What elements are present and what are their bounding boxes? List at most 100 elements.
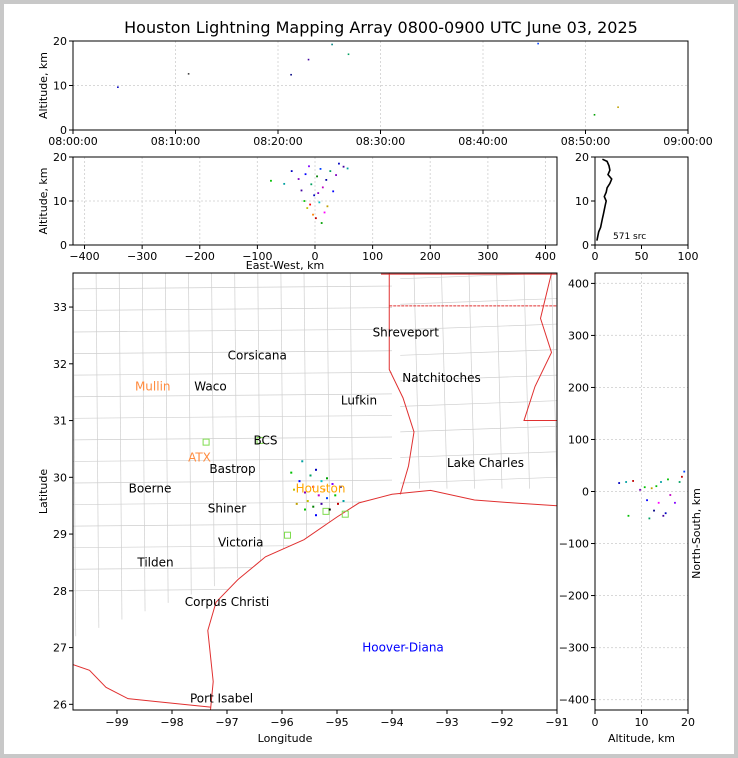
parish-line — [413, 273, 420, 489]
ew-panel-point — [325, 179, 328, 181]
ns-panel-point — [683, 470, 686, 473]
county-line — [73, 285, 393, 290]
map-lightning-point — [304, 491, 306, 494]
map-lightning-point — [342, 500, 345, 503]
time-panel-point — [117, 86, 119, 88]
map-layer — [73, 273, 557, 710]
parish-line — [400, 323, 557, 331]
parish-line — [400, 374, 557, 382]
map-frame — [72, 272, 558, 711]
ns-panel-point — [667, 478, 669, 481]
map-y-tick-label: 33 — [53, 301, 67, 314]
ns-panel-point — [655, 485, 658, 488]
ew-panel-point — [320, 222, 323, 224]
city-label: Victoria — [218, 536, 264, 550]
city-label: Tilden — [136, 555, 173, 569]
ew-x-tick-label: 100 — [362, 250, 383, 263]
rio-grande — [73, 664, 211, 708]
time-panel-point — [593, 113, 596, 116]
map-lightning-point — [312, 505, 315, 508]
ns-panel-point — [674, 501, 676, 504]
ns-panel-point — [662, 514, 665, 517]
ew-panel-point — [346, 167, 349, 170]
ns-panel-point — [643, 486, 646, 489]
ew-panel-point — [309, 203, 312, 206]
city-label: Houston — [296, 482, 346, 496]
lma-station-marker — [322, 507, 330, 515]
map-y-axis-label: Latitude — [37, 469, 50, 515]
ew-panel-point — [290, 170, 293, 172]
ew-panel-point — [303, 200, 306, 202]
map-y-tick-label: 32 — [53, 358, 67, 371]
time-panel-point — [331, 43, 333, 46]
parish-line — [400, 349, 557, 356]
ew-panel-point — [315, 217, 317, 220]
map-lightning-point — [320, 502, 323, 505]
gulf-of-mexico — [73, 490, 557, 710]
county-line — [73, 328, 393, 333]
county-line — [326, 273, 331, 545]
map-lightning-point — [320, 480, 323, 483]
time-x-tick-label: 08:20:00 — [253, 135, 302, 148]
map-lightning-point — [328, 508, 331, 511]
map-lightning-point — [306, 500, 309, 503]
map-lightning-point — [326, 497, 328, 500]
map-lightning-point — [290, 471, 293, 474]
ns-panel-point — [632, 480, 634, 482]
ew-panel-point — [326, 205, 329, 208]
time-panel-point — [617, 106, 619, 109]
ew-panel-point — [304, 173, 307, 176]
map-lightning-point — [331, 482, 334, 485]
ew-x-tick-label: 300 — [477, 250, 498, 263]
ew-panel-point — [312, 213, 314, 216]
ns-panel-point — [648, 517, 651, 520]
lma-station-marker — [256, 436, 264, 444]
ew-panel-point — [338, 162, 340, 165]
county-line — [257, 273, 261, 570]
map-y-tick-label: 29 — [53, 528, 67, 541]
map-x-tick-label: −95 — [325, 716, 348, 729]
time-x-tick-label: 08:50:00 — [561, 135, 610, 148]
county-line — [349, 273, 354, 537]
parish-line — [400, 298, 557, 305]
ns-x-tick-label: 20 — [681, 716, 695, 729]
ns-panel-point — [653, 509, 655, 512]
ew-panel-point — [335, 174, 337, 176]
lma-station-marker — [341, 510, 349, 518]
ew-panel-point — [342, 165, 345, 168]
ew-panel-point — [332, 190, 335, 193]
map-x-tick-label: −96 — [270, 716, 293, 729]
county-line — [234, 273, 238, 578]
time-x-tick-label: 08:10:00 — [151, 135, 200, 148]
ew-y-tick-label: 10 — [53, 195, 67, 208]
map-lightning-point — [295, 502, 298, 505]
city-label: Boerne — [129, 482, 172, 496]
map-lightning-point — [304, 508, 306, 511]
map-y-tick-label: 26 — [53, 698, 67, 711]
ns-y-tick-label: 0 — [582, 486, 589, 499]
time-panel-point — [290, 73, 292, 76]
ns-x-axis-label: Altitude, km — [608, 732, 675, 745]
county-line — [73, 436, 393, 441]
ns-panel-point — [646, 499, 648, 502]
ns-y-tick-label: 100 — [568, 433, 589, 446]
ns-panel-point — [625, 481, 628, 483]
lma-figure: Houston Lightning Mapping Array 0800-090… — [37, 18, 713, 745]
ew-panel-point — [317, 192, 320, 194]
map-y-tick-label: 27 — [53, 642, 67, 655]
ns-y-tick-label: 400 — [568, 277, 589, 290]
time-x-tick-label: 09:00:00 — [663, 135, 712, 148]
parish-line — [441, 273, 448, 489]
city-label: Hoover-Diana — [362, 641, 444, 655]
time-y-tick-label: 10 — [53, 80, 67, 93]
map-x-tick-label: −92 — [490, 716, 513, 729]
county-line — [280, 273, 284, 562]
ns-y-tick-label: 300 — [568, 329, 589, 342]
city-label: BCS — [253, 433, 277, 447]
map-lightning-point — [337, 502, 339, 505]
ew-panel-point — [323, 211, 326, 214]
parish-line — [551, 273, 557, 489]
parish-line — [400, 400, 557, 407]
texas-louisiana-border — [388, 273, 415, 495]
time-panel-point — [307, 58, 310, 61]
